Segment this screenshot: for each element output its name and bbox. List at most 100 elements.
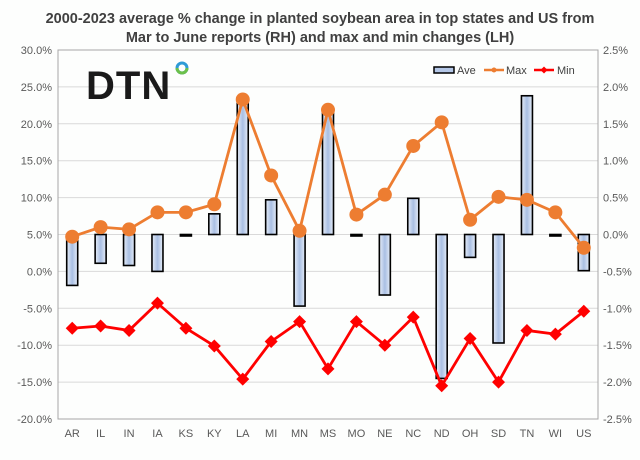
max-marker [178, 205, 193, 220]
x-tick-label: KY [207, 428, 222, 440]
ave-bar [122, 233, 136, 267]
legend-min-label: Min [557, 65, 575, 77]
max-marker [122, 222, 137, 237]
left-tick-label: 10.0% [21, 193, 52, 205]
x-tick-label: MS [320, 428, 337, 440]
left-tick-label: 5.0% [27, 230, 52, 242]
left-tick-label: 25.0% [21, 82, 52, 94]
min-marker [94, 319, 108, 333]
min-marker [207, 339, 221, 353]
ave-bar [520, 94, 534, 236]
ave-bar [549, 233, 562, 237]
max-marker [235, 92, 250, 107]
max-marker [463, 212, 478, 227]
min-marker [520, 323, 534, 337]
max-marker [93, 220, 108, 235]
x-tick-label: MI [265, 428, 277, 440]
right-tick-label: -2.5% [603, 414, 632, 426]
min-marker [406, 310, 420, 324]
x-tick-label: LA [236, 428, 250, 440]
x-tick-label: NE [377, 428, 392, 440]
x-tick-label: MO [348, 428, 366, 440]
left-tick-label: -5.0% [23, 303, 52, 315]
x-tick-label: NC [405, 428, 421, 440]
min-marker [548, 327, 562, 341]
right-tick-label: -0.5% [603, 266, 632, 278]
x-tick-label: WI [549, 428, 562, 440]
min-marker [150, 296, 164, 310]
ave-bar [435, 233, 448, 380]
min-marker [435, 379, 449, 393]
ave-bar [94, 233, 107, 265]
min-marker [122, 323, 136, 337]
min-marker [378, 338, 392, 352]
legend-max-label: Max [506, 65, 527, 77]
max-marker [349, 207, 364, 222]
x-tick-label: AR [65, 428, 80, 440]
left-tick-label: 15.0% [21, 156, 52, 168]
right-tick-label: -1.5% [603, 340, 632, 352]
right-tick-label: -1.0% [603, 303, 632, 315]
left-tick-label: 0.0% [27, 266, 52, 278]
plot-frame [57, 49, 599, 420]
legend-ave-label: Ave [457, 65, 476, 77]
ave-bar [492, 233, 505, 344]
x-tick-label: IN [124, 428, 135, 440]
ave-bar [208, 213, 221, 236]
max-marker [65, 229, 80, 244]
ave-bar [406, 197, 420, 236]
max-marker [321, 102, 335, 117]
left-tick-label: -10.0% [17, 340, 52, 352]
ave-bar [463, 233, 477, 259]
dtn-logo-ring-accent [175, 67, 189, 75]
min-marker [492, 375, 506, 389]
x-tick-label: SD [491, 428, 506, 440]
max-marker [377, 187, 392, 202]
max-marker [434, 115, 449, 130]
right-tick-label: -2.0% [603, 377, 632, 389]
chart-title-line-1: 2000-2023 average % change in planted so… [45, 11, 595, 27]
right-tick-label: 0.5% [603, 193, 628, 205]
x-tick-label: IL [96, 428, 105, 440]
dtn-logo: DTN [86, 61, 189, 108]
left-axis: 30.0% 25.0% 20.0% 15.0% 10.0% 5.0% 0.0% -5.0% -1… [17, 45, 52, 426]
x-tick-label: OH [462, 428, 479, 440]
max-marker [519, 192, 534, 207]
min-marker [65, 321, 79, 335]
right-tick-label: 0.0% [603, 230, 628, 242]
min-marker [179, 321, 193, 335]
x-tick-label: KS [179, 428, 194, 440]
ave-bar [378, 233, 392, 296]
ave-bar [151, 233, 164, 273]
legend-max-marker [491, 67, 497, 73]
left-tick-label: -20.0% [17, 414, 52, 426]
left-tick-label: 30.0% [21, 45, 52, 57]
min-marker [577, 304, 591, 318]
x-tick-label: ND [434, 428, 450, 440]
dtn-logo-text: DTN [86, 64, 171, 108]
min-marker [236, 372, 250, 386]
max-marker [406, 138, 421, 153]
max-marker [207, 197, 222, 212]
min-marker [321, 362, 335, 376]
ave-bar [293, 233, 306, 307]
x-tick-label: TN [520, 428, 535, 440]
max-marker [576, 240, 591, 255]
x-tick-label: US [576, 428, 591, 440]
x-tick-label: MN [291, 428, 308, 440]
chart-title-line-2: Mar to June reports (RH) and max and min… [125, 30, 515, 46]
legend-min-marker [540, 66, 548, 74]
right-tick-label: 2.0% [603, 82, 628, 94]
max-marker [548, 205, 563, 220]
min-marker [349, 315, 363, 329]
max-marker [264, 168, 279, 183]
min-marker [293, 315, 307, 329]
ave-bar [264, 199, 278, 236]
gridlines [58, 86, 598, 383]
right-tick-label: 1.0% [603, 156, 628, 168]
x-tick-label: IA [152, 428, 163, 440]
right-tick-label: 2.5% [603, 45, 628, 57]
max-marker [292, 223, 307, 238]
